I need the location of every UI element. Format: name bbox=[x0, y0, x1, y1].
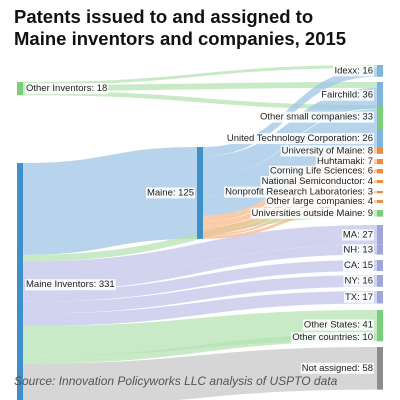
node-label-other_countries: Other countries: 10 bbox=[292, 332, 373, 343]
label-halo bbox=[320, 89, 374, 101]
link-other_inventors-to-idexx bbox=[23, 65, 377, 85]
node-natsemi bbox=[377, 180, 383, 183]
label-halo bbox=[341, 229, 374, 241]
node-label-ny: NY: 16 bbox=[344, 275, 373, 286]
link-maine-to-fairchild bbox=[203, 87, 377, 177]
node-label-nonprofit: Nonprofit Research Laboratories: 3 bbox=[225, 187, 373, 198]
source-note: Source: Innovation Policyworks LLC analy… bbox=[14, 374, 338, 388]
node-maine_inventors bbox=[17, 163, 23, 400]
label-halo bbox=[265, 195, 374, 207]
link-maine_inventors-to-other_countries bbox=[23, 334, 377, 364]
link-maine_inventors-to-ny bbox=[23, 275, 377, 314]
link-maine_inventors-to-maine bbox=[23, 147, 197, 255]
node-label-maine_inventors: Maine Inventors: 331 bbox=[26, 279, 115, 290]
link-maine_inventors-to-tx bbox=[23, 291, 377, 327]
label-halo bbox=[25, 279, 116, 291]
node-layer bbox=[17, 65, 383, 400]
label-halo bbox=[260, 175, 374, 187]
node-label-corning: Corning Life Sciences: 6 bbox=[270, 166, 373, 177]
node-label-maine: Maine: 125 bbox=[147, 187, 194, 198]
node-other_small bbox=[377, 105, 383, 130]
node-label-natsemi: National Semiconductor: 4 bbox=[262, 176, 373, 187]
link-maine_inventors-to-not_assigned bbox=[23, 347, 377, 400]
node-other_states bbox=[377, 310, 383, 341]
label-halo bbox=[300, 362, 374, 374]
node-fairchild bbox=[377, 82, 383, 109]
link-other_inventors-to-other_small bbox=[23, 90, 377, 110]
node-ma bbox=[377, 225, 383, 245]
node-other_inventors bbox=[17, 82, 23, 96]
label-halo bbox=[225, 133, 374, 145]
node-label-other_large: Other large companies: 4 bbox=[266, 196, 373, 207]
chart-title: Patents issued to and assigned to Maine … bbox=[14, 6, 394, 50]
node-utc bbox=[377, 129, 383, 149]
node-maine bbox=[197, 147, 203, 239]
node-label-other_small: Other small companies: 33 bbox=[260, 112, 373, 123]
node-label-not_assigned: Not assigned: 58 bbox=[302, 363, 373, 374]
label-halo bbox=[343, 275, 374, 287]
node-label-other_states: Other States: 41 bbox=[304, 320, 373, 331]
label-halo bbox=[259, 111, 374, 123]
label-halo bbox=[342, 260, 374, 272]
node-label-nh: NH: 13 bbox=[343, 244, 373, 255]
node-label-fairchild: Fairchild: 36 bbox=[321, 90, 373, 101]
node-univ_outside bbox=[377, 210, 383, 217]
node-idexx bbox=[377, 65, 383, 77]
label-halo bbox=[342, 244, 374, 256]
label-halo bbox=[291, 332, 374, 344]
label-halo bbox=[316, 156, 374, 168]
node-label-idexx: Idexx: 16 bbox=[334, 65, 373, 76]
node-label-huhtamaki: Huhtamaki: 7 bbox=[317, 156, 373, 167]
node-label-other_inventors: Other Inventors: 18 bbox=[26, 83, 107, 94]
node-nonprofit bbox=[377, 191, 383, 194]
node-univ_maine bbox=[377, 148, 383, 154]
chart-title-line-2: Maine inventors and companies, 2015 bbox=[14, 28, 347, 49]
node-ca bbox=[377, 260, 383, 272]
label-halo bbox=[269, 165, 374, 177]
node-other_large bbox=[377, 200, 383, 203]
node-ny bbox=[377, 275, 383, 287]
node-label-tx: TX: 17 bbox=[345, 292, 373, 303]
label-halo bbox=[302, 319, 374, 331]
node-tx bbox=[377, 291, 383, 304]
node-nh bbox=[377, 245, 383, 255]
node-label-ma: MA: 27 bbox=[343, 229, 373, 240]
node-other_countries bbox=[377, 334, 383, 342]
node-not_assigned bbox=[377, 347, 383, 390]
label-halo bbox=[145, 187, 195, 199]
node-label-univ_maine: University of Maine: 8 bbox=[282, 145, 373, 156]
label-layer: Other Inventors: 18 Maine Inventors: 331 M… bbox=[25, 65, 374, 374]
link-maine_inventors-to-other_states bbox=[23, 310, 377, 357]
label-halo bbox=[250, 207, 374, 219]
link-maine_inventors-to-ma bbox=[23, 225, 377, 282]
label-halo bbox=[333, 65, 374, 77]
node-label-utc: United Technology Corporation: 26 bbox=[227, 133, 373, 144]
label-halo bbox=[344, 291, 374, 303]
label-halo bbox=[224, 186, 374, 198]
node-corning bbox=[377, 169, 383, 174]
link-maine_inventors-to-ca bbox=[23, 260, 377, 302]
node-label-univ_outside: Universities outside Maine: 9 bbox=[252, 208, 373, 219]
link-maine-to-other_large bbox=[203, 200, 377, 239]
label-halo bbox=[25, 83, 109, 95]
label-halo bbox=[280, 145, 374, 157]
node-huhtamaki bbox=[377, 159, 383, 165]
link-other_inventors-to-fairchild bbox=[23, 82, 377, 91]
chart-title-line-1: Patents issued to and assigned to bbox=[14, 6, 314, 27]
node-label-ca: CA: 15 bbox=[344, 260, 373, 271]
